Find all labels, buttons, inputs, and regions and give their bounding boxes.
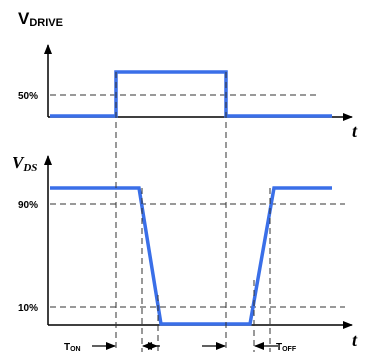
vds-time-label: t	[352, 330, 358, 350]
level-10-label: 10%	[18, 303, 38, 314]
vds-waveform	[50, 186, 332, 326]
vdrive-time-label: t	[352, 121, 358, 141]
vdrive-waveform	[50, 70, 332, 118]
ton-label: TON	[64, 342, 81, 353]
vdrive-label: VDRIVE	[18, 9, 63, 29]
vds-label: VDS	[12, 153, 37, 174]
toff-label: TOFF	[276, 342, 297, 353]
level-50-label: 50%	[18, 91, 38, 102]
level-90-label: 90%	[18, 200, 38, 211]
